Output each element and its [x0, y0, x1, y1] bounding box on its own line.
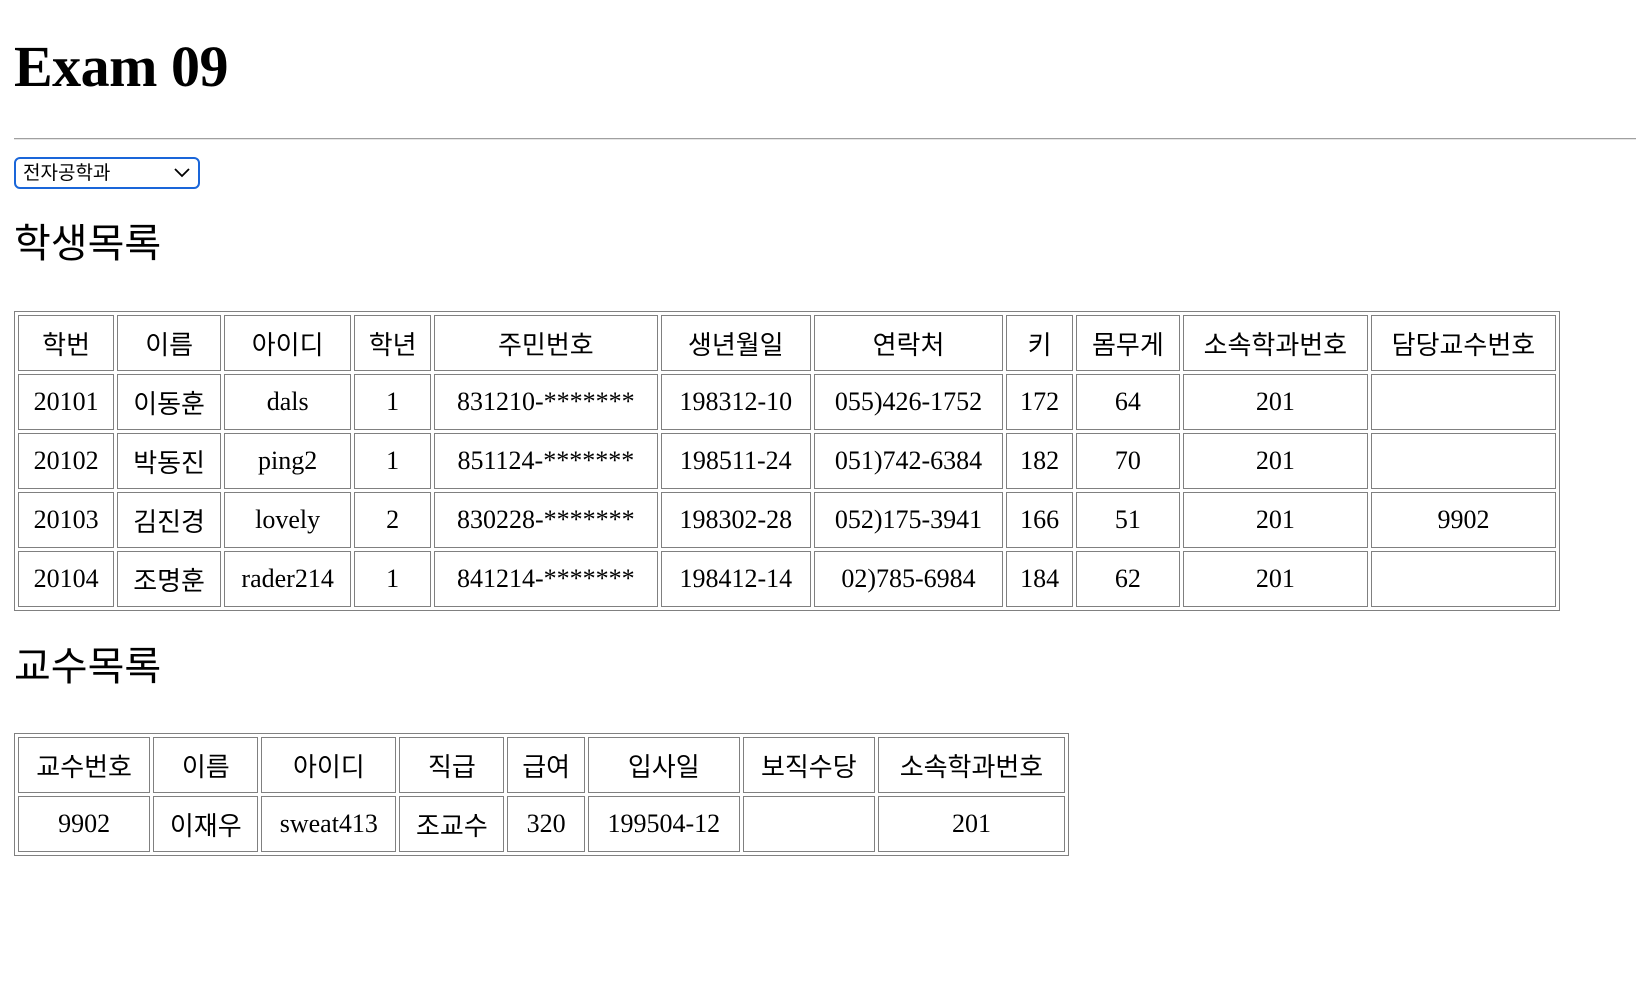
column-header: 보직수당: [742, 737, 875, 793]
department-select[interactable]: 전자공학과: [14, 157, 200, 189]
table-cell: 1: [354, 374, 431, 430]
table-cell: 20101: [18, 374, 115, 430]
column-header: 학번: [18, 315, 115, 371]
table-cell: 184: [1006, 551, 1073, 607]
column-header: 키: [1006, 315, 1073, 371]
table-cell: 199504-12: [587, 796, 740, 852]
column-header: 학년: [354, 315, 431, 371]
table-cell: ping2: [224, 433, 352, 489]
table-cell: 이동훈: [117, 374, 222, 430]
table-cell: 198412-14: [660, 551, 811, 607]
table-cell: 201: [1182, 551, 1368, 607]
table-cell: 64: [1075, 374, 1180, 430]
table-row: 20102 박동진 ping2 1 851124-******* 198511-…: [18, 433, 1556, 489]
column-header: 직급: [399, 737, 505, 793]
table-cell: 198302-28: [660, 492, 811, 548]
table-cell: 김진경: [117, 492, 222, 548]
table-cell: 831210-*******: [434, 374, 658, 430]
table-cell: 조교수: [399, 796, 505, 852]
table-cell: 830228-*******: [434, 492, 658, 548]
table-cell: 851124-*******: [434, 433, 658, 489]
table-cell: 052)175-3941: [813, 492, 1004, 548]
column-header: 연락처: [813, 315, 1004, 371]
table-cell: 182: [1006, 433, 1073, 489]
table-row: 20104 조명훈 rader214 1 841214-******* 1984…: [18, 551, 1556, 607]
table-cell: [742, 796, 875, 852]
department-select-value: 전자공학과: [23, 162, 111, 184]
table-cell: 1: [354, 433, 431, 489]
table-cell: 320: [507, 796, 585, 852]
professors-heading: 교수목록: [14, 644, 162, 690]
table-cell: 166: [1006, 492, 1073, 548]
professors-table: 교수번호 이름 아이디 직급 급여 입사일 보직수당 소속학과번호 9902 이…: [14, 733, 1069, 856]
table-cell: 20102: [18, 433, 115, 489]
students-table: 학번 이름 아이디 학년 주민번호 생년월일 연락처 키 몸무게 소속학과번호 …: [14, 311, 1560, 611]
table-cell: 201: [1182, 374, 1368, 430]
page: Exam 09 전자공학과 학생목록 학번 이름 아이디 학년 주민번호 생년월…: [14, 0, 1636, 856]
table-cell: [1370, 551, 1556, 607]
table-cell: 201: [1182, 433, 1368, 489]
column-header: 소속학과번호: [877, 737, 1065, 793]
table-cell: 조명훈: [117, 551, 222, 607]
table-cell: 이재우: [153, 796, 259, 852]
table-cell: 박동진: [117, 433, 222, 489]
column-header: 아이디: [261, 737, 397, 793]
column-header: 주민번호: [434, 315, 658, 371]
table-cell: dals: [224, 374, 352, 430]
column-header: 몸무게: [1075, 315, 1180, 371]
table-cell: [1370, 433, 1556, 489]
students-heading: 학생목록: [14, 221, 162, 267]
column-header: 교수번호: [18, 737, 151, 793]
column-header: 소속학과번호: [1182, 315, 1368, 371]
table-cell: lovely: [224, 492, 352, 548]
horizontal-divider: [14, 138, 1636, 140]
chevron-down-icon: [174, 168, 190, 178]
column-header: 아이디: [224, 315, 352, 371]
professors-header-row: 교수번호 이름 아이디 직급 급여 입사일 보직수당 소속학과번호: [18, 737, 1065, 793]
table-cell: [1370, 374, 1556, 430]
table-cell: 70: [1075, 433, 1180, 489]
table-row: 20101 이동훈 dals 1 831210-******* 198312-1…: [18, 374, 1556, 430]
students-header-row: 학번 이름 아이디 학년 주민번호 생년월일 연락처 키 몸무게 소속학과번호 …: [18, 315, 1556, 371]
column-header: 이름: [117, 315, 222, 371]
table-cell: sweat413: [261, 796, 397, 852]
table-cell: 1: [354, 551, 431, 607]
table-cell: 051)742-6384: [813, 433, 1004, 489]
table-cell: 055)426-1752: [813, 374, 1004, 430]
page-title: Exam 09: [14, 34, 229, 99]
table-cell: 198511-24: [660, 433, 811, 489]
table-cell: 51: [1075, 492, 1180, 548]
table-cell: rader214: [224, 551, 352, 607]
table-row: 9902 이재우 sweat413 조교수 320 199504-12 201: [18, 796, 1065, 852]
table-cell: 02)785-6984: [813, 551, 1004, 607]
table-cell: 198312-10: [660, 374, 811, 430]
table-cell: 9902: [18, 796, 151, 852]
table-cell: 172: [1006, 374, 1073, 430]
table-cell: 20104: [18, 551, 115, 607]
column-header: 입사일: [587, 737, 740, 793]
table-cell: 62: [1075, 551, 1180, 607]
table-cell: 841214-*******: [434, 551, 658, 607]
column-header: 담당교수번호: [1370, 315, 1556, 371]
column-header: 생년월일: [660, 315, 811, 371]
table-row: 20103 김진경 lovely 2 830228-******* 198302…: [18, 492, 1556, 548]
column-header: 급여: [507, 737, 585, 793]
table-cell: 20103: [18, 492, 115, 548]
table-cell: 201: [877, 796, 1065, 852]
column-header: 이름: [153, 737, 259, 793]
table-cell: 9902: [1370, 492, 1556, 548]
table-cell: 2: [354, 492, 431, 548]
table-cell: 201: [1182, 492, 1368, 548]
